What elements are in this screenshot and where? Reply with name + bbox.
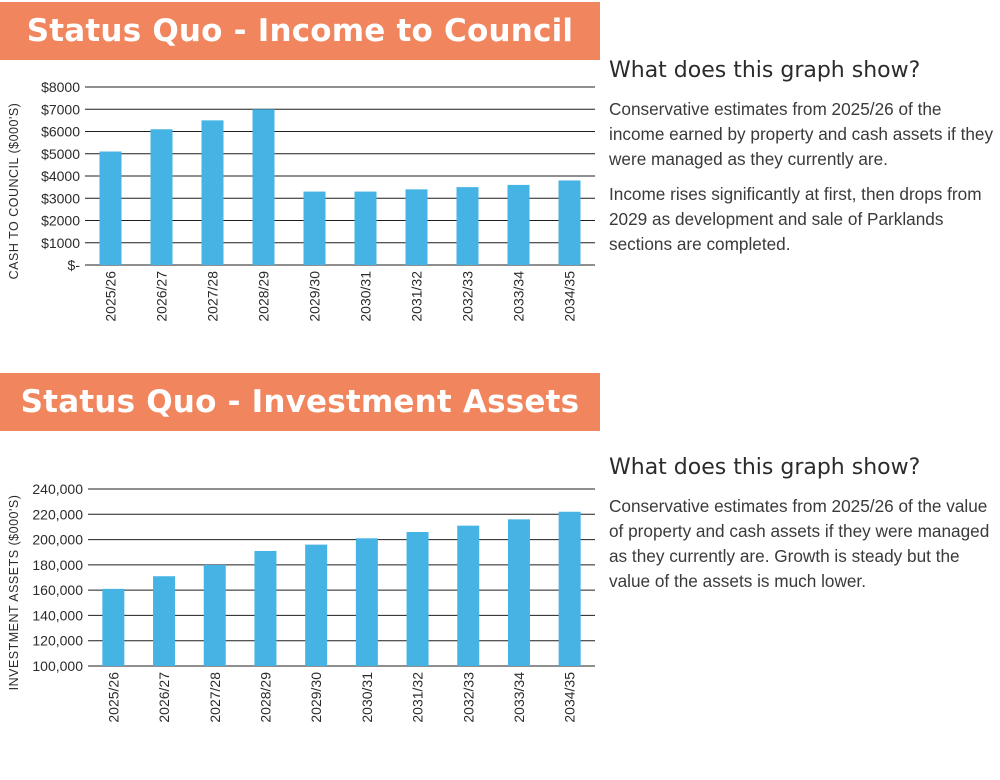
income-xtick-label: 2027/28 xyxy=(205,271,221,322)
assets-bar xyxy=(102,588,125,666)
income-xtick-label: 2025/26 xyxy=(103,271,119,322)
income-xtick-label: 2030/31 xyxy=(358,271,374,322)
income-xtick-label: 2028/29 xyxy=(256,271,272,322)
income-bar xyxy=(150,129,173,265)
income-xtick-label: 2032/33 xyxy=(460,271,476,322)
income-explanation: What does this graph show? Conservative … xyxy=(609,58,994,267)
assets-xtick-label: 2025/26 xyxy=(105,672,121,723)
income-xtick-label: 2034/35 xyxy=(562,271,578,322)
assets-ytick-label: 160,000 xyxy=(32,582,83,598)
income-ytick-label: $4000 xyxy=(41,168,80,184)
income-ytick-label: $6000 xyxy=(41,124,80,140)
assets-ytick-label: 100,000 xyxy=(32,658,83,674)
income-bar xyxy=(456,187,479,265)
income-xtick-label: 2031/32 xyxy=(409,271,425,322)
assets-ytick-label: 200,000 xyxy=(32,532,83,548)
income-bar xyxy=(252,109,275,265)
income-bar xyxy=(201,120,224,265)
assets-bar xyxy=(305,544,328,666)
assets-xtick-label: 2029/30 xyxy=(308,672,324,723)
assets-y-axis-title: INVESTMENT ASSETS ($000'S) xyxy=(7,495,21,691)
assets-ytick-label: 180,000 xyxy=(32,557,83,573)
income-ytick-label: $2000 xyxy=(41,213,80,229)
income-ytick-label: $- xyxy=(68,257,81,273)
income-ytick-label: $8000 xyxy=(41,79,80,95)
assets-ytick-label: 140,000 xyxy=(32,607,83,623)
assets-bar xyxy=(203,564,226,666)
assets-xtick-label: 2027/28 xyxy=(207,672,223,723)
assets-bar xyxy=(507,519,530,666)
income-bar xyxy=(405,189,428,265)
assets-xtick-label: 2032/33 xyxy=(460,672,476,723)
income-explanation-paragraph-1: Conservative estimates from 2025/26 of t… xyxy=(609,99,994,169)
assets-explanation-heading: What does this graph show? xyxy=(609,455,921,480)
assets-xtick-label: 2030/31 xyxy=(359,672,375,723)
income-chart-banner: Status Quo - Income to Council xyxy=(0,2,600,60)
income-ytick-label: $1000 xyxy=(41,235,80,251)
assets-xtick-label: 2033/34 xyxy=(511,672,527,723)
income-explanation-heading: What does this graph show? xyxy=(609,58,921,83)
assets-bar xyxy=(355,538,378,666)
assets-ytick-label: 220,000 xyxy=(32,506,83,522)
assets-bar xyxy=(153,576,176,666)
assets-explanation: What does this graph show? Conservative … xyxy=(609,455,994,604)
income-ytick-label: $5000 xyxy=(41,146,80,162)
assets-ytick-label: 120,000 xyxy=(32,633,83,649)
income-xtick-label: 2026/27 xyxy=(154,271,170,322)
assets-xtick-label: 2028/29 xyxy=(257,672,273,723)
assets-bar xyxy=(254,550,277,666)
income-bar xyxy=(354,191,377,265)
income-xtick-label: 2033/34 xyxy=(511,271,527,322)
income-xtick-label: 2029/30 xyxy=(307,271,323,322)
assets-chart-banner: Status Quo - Investment Assets xyxy=(0,373,600,431)
income-y-axis-title: CASH TO COUNCIL ($000'S) xyxy=(7,103,21,280)
income-ytick-label: $7000 xyxy=(41,101,80,117)
income-bar xyxy=(558,180,581,265)
assets-bar-chart: 100,000 120,000 140,000 160,000 180,000 200,0… xyxy=(7,481,595,723)
assets-explanation-paragraph-1: Conservative estimates from 2025/26 of t… xyxy=(609,496,990,591)
assets-ytick-label: 240,000 xyxy=(32,481,83,497)
income-bar xyxy=(303,191,326,265)
income-bar xyxy=(99,151,122,265)
assets-xtick-label: 2031/32 xyxy=(410,672,426,723)
assets-bar xyxy=(558,511,581,666)
income-bar-chart: $- $1000 $2000 $3000 $4000 $5000 $6000 $7000 $80… xyxy=(7,79,595,322)
income-explanation-paragraph-2: Income rises significantly at first, the… xyxy=(609,184,982,254)
assets-xtick-label: 2026/27 xyxy=(156,672,172,723)
assets-bar xyxy=(406,531,429,666)
assets-xtick-label: 2034/35 xyxy=(562,672,578,723)
income-bar xyxy=(507,184,530,265)
income-ytick-label: $3000 xyxy=(41,190,80,206)
assets-bar xyxy=(457,525,480,666)
